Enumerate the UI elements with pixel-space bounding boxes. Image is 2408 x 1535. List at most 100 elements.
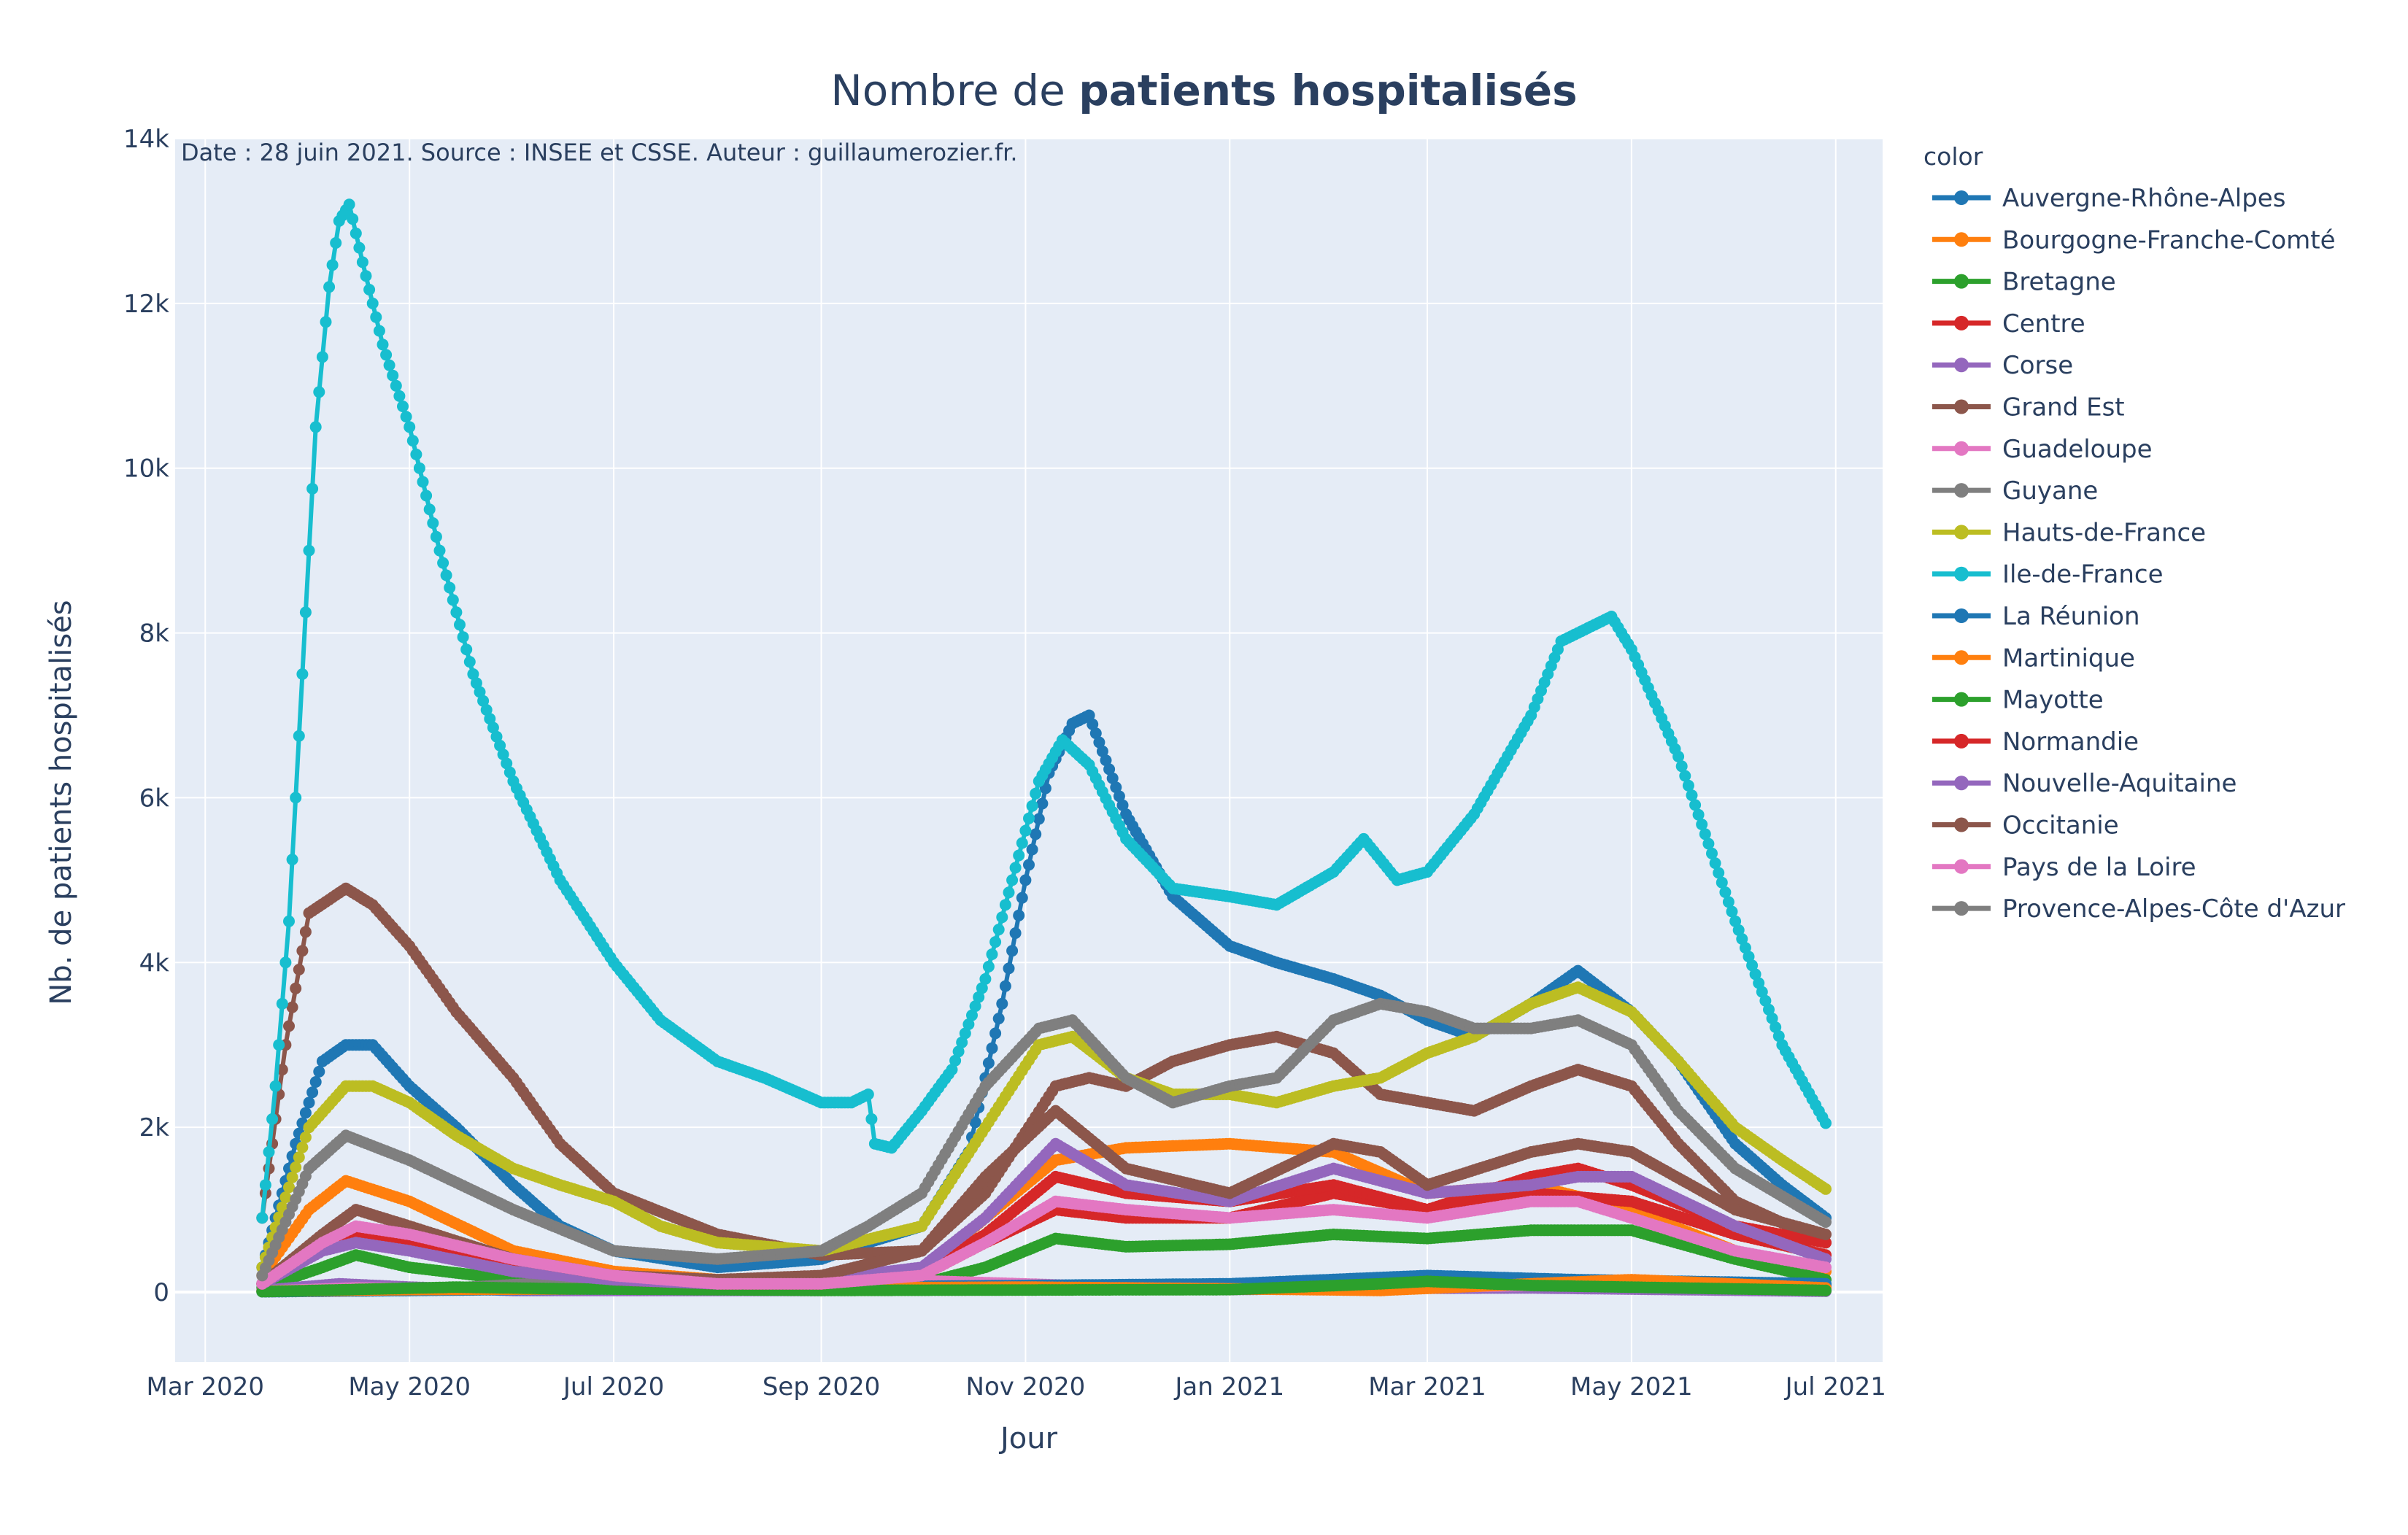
data-point	[283, 1020, 295, 1032]
data-point	[437, 557, 449, 569]
data-point	[1006, 874, 1018, 886]
data-point	[989, 936, 1001, 948]
data-point	[441, 570, 452, 581]
data-point	[427, 517, 439, 529]
data-point	[360, 270, 372, 282]
data-point	[1030, 788, 1041, 800]
data-point	[304, 1097, 315, 1108]
data-point	[304, 545, 315, 557]
data-point	[300, 1107, 312, 1118]
data-point	[296, 945, 308, 956]
data-point	[260, 1179, 271, 1191]
data-point	[1023, 859, 1035, 870]
data-point	[401, 411, 412, 422]
data-point	[367, 298, 379, 309]
data-point	[1820, 1118, 1832, 1129]
data-point	[1006, 945, 1018, 956]
data-point	[863, 1089, 874, 1100]
data-point	[310, 421, 322, 433]
data-point	[306, 483, 318, 495]
data-point	[387, 370, 398, 382]
data-point	[1000, 899, 1011, 910]
data-point	[424, 503, 436, 515]
data-point	[410, 449, 422, 460]
data-point	[1030, 828, 1041, 840]
data-point	[993, 1013, 1005, 1024]
data-point	[384, 360, 395, 371]
data-point	[1023, 813, 1035, 824]
data-point	[266, 1113, 278, 1125]
data-point	[1000, 981, 1011, 992]
data-point	[393, 390, 405, 402]
data-point	[300, 606, 312, 618]
data-point	[287, 1002, 298, 1013]
data-point	[447, 594, 459, 606]
data-point	[323, 281, 335, 293]
data-point	[320, 316, 332, 328]
data-point	[293, 964, 305, 975]
data-point	[983, 1057, 995, 1069]
data-point	[380, 349, 392, 360]
data-point	[283, 1181, 295, 1193]
data-point	[279, 1191, 291, 1203]
data-point	[458, 631, 469, 643]
data-point	[1003, 962, 1015, 974]
data-point	[1010, 927, 1022, 939]
data-point	[417, 476, 429, 488]
data-point	[273, 1039, 285, 1051]
chart-title-bold: patients hospitalisés	[1078, 66, 1577, 115]
data-point	[330, 237, 341, 249]
data-point	[987, 1043, 998, 1054]
data-point	[996, 911, 1008, 923]
data-point	[377, 339, 389, 350]
data-point	[370, 312, 382, 323]
data-point	[390, 380, 402, 392]
data-point	[344, 198, 355, 210]
data-point	[987, 948, 998, 960]
data-point	[374, 325, 385, 337]
data-point	[290, 1161, 301, 1173]
data-point	[407, 435, 419, 446]
data-point	[317, 351, 328, 363]
data-point	[363, 284, 375, 295]
data-point	[464, 656, 476, 668]
data-point	[1027, 843, 1038, 855]
data-point	[353, 242, 365, 254]
data-point	[290, 792, 301, 803]
data-point	[290, 983, 301, 994]
data-point	[397, 401, 409, 412]
data-point	[256, 1212, 268, 1223]
data-point	[996, 998, 1008, 1010]
chart-title-prefix: Nombre de	[830, 66, 1078, 115]
data-point	[263, 1146, 275, 1158]
data-point	[1036, 798, 1048, 810]
data-point	[313, 1066, 325, 1078]
data-point	[1003, 886, 1015, 898]
data-point	[865, 1113, 877, 1125]
data-point	[1013, 910, 1024, 921]
data-point	[450, 606, 462, 618]
data-point	[1820, 1183, 1832, 1195]
data-point	[1027, 800, 1038, 812]
data-point	[434, 545, 446, 557]
data-point	[1019, 874, 1031, 886]
data-point	[283, 916, 295, 927]
data-point	[989, 1027, 1001, 1039]
data-point	[296, 668, 308, 680]
data-point	[404, 421, 415, 433]
data-point	[444, 582, 455, 594]
data-point	[1016, 892, 1028, 904]
data-point	[414, 463, 425, 474]
data-point	[287, 1172, 298, 1183]
data-point	[277, 998, 288, 1010]
data-point	[420, 490, 432, 501]
data-point	[300, 1132, 312, 1143]
data-point	[293, 730, 305, 742]
data-point	[1010, 862, 1022, 873]
data-point	[313, 386, 325, 398]
data-point	[1019, 825, 1031, 837]
data-point	[310, 1076, 322, 1088]
data-point	[1016, 838, 1028, 849]
